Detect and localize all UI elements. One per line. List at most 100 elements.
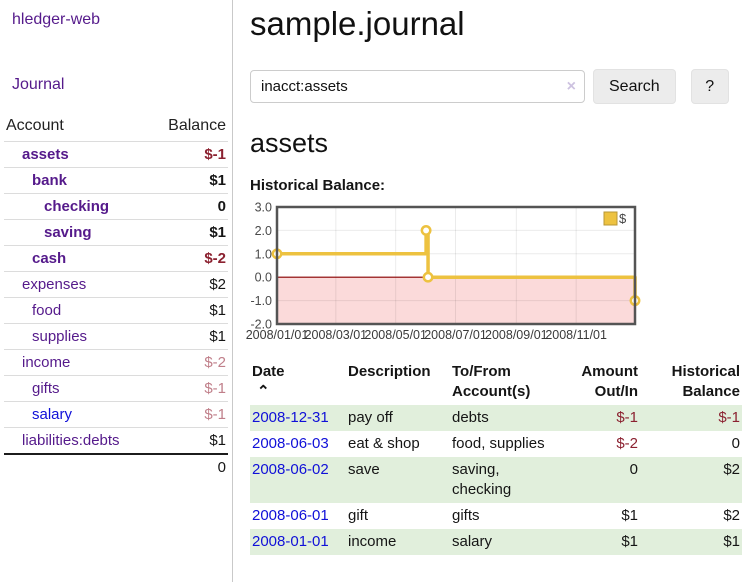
account-balance: $1 (154, 427, 228, 454)
sort-ascending-icon: ⌃ (257, 383, 270, 400)
accounts-table: Account Balance assets $-1 bank $1 check… (4, 115, 228, 480)
account-link-supplies[interactable]: supplies (4, 323, 154, 350)
txn-balance: $-1 (640, 405, 742, 431)
account-link-saving[interactable]: saving (4, 219, 154, 246)
account-row: assets $-1 (4, 141, 228, 168)
help-button[interactable]: ? (690, 69, 729, 104)
account-row: income $-2 (4, 349, 228, 376)
account-balance: $-1 (154, 401, 228, 428)
x-tick-label: 2008/01/01 (246, 328, 309, 342)
account-link-salary[interactable]: salary (4, 401, 154, 428)
account-link-income[interactable]: income (4, 349, 154, 376)
y-tick-label: 1.0 (255, 247, 272, 261)
sidebar: hledger-web Journal Account Balance asse… (0, 0, 233, 582)
account-balance: 0 (154, 193, 228, 220)
account-row: food $1 (4, 297, 228, 324)
sidebar-item-journal[interactable]: Journal (12, 76, 65, 93)
legend-label: $ (619, 211, 627, 226)
register-header-row: Date ⌃ Description To/From Account(s) Amou… (250, 359, 742, 405)
y-tick-label: -1.0 (250, 294, 272, 308)
txn-balance: 0 (731, 435, 740, 452)
txn-accounts: saving, checking (450, 457, 558, 503)
register-row: 2008-06-01 gift gifts $1 $2 (250, 503, 742, 529)
account-row: bank $1 (4, 167, 228, 194)
txn-amount: $1 (558, 529, 640, 555)
txn-description: gift (348, 507, 369, 524)
register-col-balance: Historical Balance (671, 363, 740, 400)
account-row: expenses $2 (4, 271, 228, 298)
account-row: supplies $1 (4, 323, 228, 350)
account-link-food[interactable]: food (4, 297, 154, 324)
txn-accounts: debts (450, 405, 558, 431)
txn-balance: $1 (640, 529, 742, 555)
txn-balance: $2 (640, 457, 742, 503)
chart-container: $3.0 2.0 1.0 0.0 -1.0 -2.0 2008/01/01 2008/03/0… (246, 199, 730, 347)
accounts-header-row: Account Balance (4, 115, 228, 142)
txn-description: income (346, 529, 450, 555)
txn-description: save (346, 457, 450, 503)
search-button[interactable]: Search (593, 69, 676, 104)
txn-date[interactable]: 2008-01-01 (250, 529, 346, 555)
accounts-total-row: 0 (4, 453, 228, 480)
account-row: cash $-2 (4, 245, 228, 272)
txn-accounts: gifts (452, 507, 480, 524)
main-content: sample.journal × Search ? assets Histori… (233, 0, 742, 582)
account-link-expenses[interactable]: expenses (4, 271, 154, 298)
account-row: saving $1 (4, 219, 228, 246)
search-input[interactable] (250, 70, 585, 103)
account-row: salary $-1 (4, 401, 228, 428)
x-tick-label: 2008/03/01 (305, 328, 368, 342)
account-balance: $2 (154, 271, 228, 298)
y-tick-label: 3.0 (255, 201, 272, 215)
register-row: 2008-06-02 save saving, checking 0 $2 (250, 457, 742, 503)
account-balance: $1 (154, 219, 228, 246)
txn-amount: $-2 (616, 435, 638, 452)
x-tick-label: 2008/09/01 (485, 328, 548, 342)
chart-title: Historical Balance: (250, 177, 386, 194)
register-col-description: Description (348, 363, 431, 380)
account-link-assets[interactable]: assets (4, 141, 154, 168)
txn-accounts: salary (450, 529, 558, 555)
account-row: liabilities:debts $1 (4, 427, 228, 454)
accounts-total-value: 0 (154, 453, 228, 480)
legend-swatch (603, 211, 618, 226)
account-link-gifts[interactable]: gifts (4, 375, 154, 402)
register-row: 2008-06-03 eat & shop food, supplies $-2… (250, 431, 742, 457)
txn-date[interactable]: 2008-06-02 (250, 457, 346, 503)
account-balance: $-1 (154, 141, 228, 168)
accounts-col-balance: Balance (168, 117, 226, 134)
account-link-bank[interactable]: bank (4, 167, 154, 194)
txn-accounts: food, supplies (452, 435, 545, 452)
account-row: gifts $-1 (4, 375, 228, 402)
account-link-liabilities-debts[interactable]: liabilities:debts (4, 427, 154, 454)
txn-date[interactable]: 2008-06-01 (252, 507, 329, 524)
txn-date[interactable]: 2008-12-31 (250, 405, 346, 431)
historical-balance-chart: $3.0 2.0 1.0 0.0 -1.0 -2.02008/01/012008/03/0… (246, 201, 641, 342)
page-title: sample.journal (250, 5, 465, 42)
txn-amount: $-1 (558, 405, 640, 431)
app-brand[interactable]: hledger-web (12, 11, 101, 28)
x-tick-label: 2008/07/01 (424, 328, 487, 342)
account-link-cash[interactable]: cash (4, 245, 154, 272)
account-balance: $-2 (154, 245, 228, 272)
register-row: 2008-12-31 pay off debts $-1 $-1 (250, 405, 742, 431)
clear-search-icon[interactable]: × (566, 78, 576, 95)
txn-amount: $1 (621, 507, 638, 524)
register-col-date[interactable]: Date ⌃ (252, 363, 285, 400)
search-bar: × Search ? (250, 69, 742, 104)
register-col-accounts: To/From Account(s) (452, 363, 531, 400)
x-tick-label: 2008/11/01 (545, 328, 607, 342)
account-balance: $1 (154, 297, 228, 324)
register-row: 2008-01-01 income salary $1 $1 (250, 529, 742, 555)
accounts-total-spacer (4, 453, 154, 480)
txn-date[interactable]: 2008-06-03 (252, 435, 329, 452)
account-balance: $-1 (154, 375, 228, 402)
account-link-checking[interactable]: checking (4, 193, 154, 220)
y-tick-label: -2.0 (250, 318, 272, 332)
x-tick-label: 2008/05/01 (364, 328, 427, 342)
account-balance: $-2 (154, 349, 228, 376)
y-tick-label: 0.0 (255, 271, 272, 285)
register-table: Date ⌃ Description To/From Account(s) Amou… (250, 359, 742, 555)
txn-amount: 0 (558, 457, 640, 503)
account-row: checking 0 (4, 193, 228, 220)
